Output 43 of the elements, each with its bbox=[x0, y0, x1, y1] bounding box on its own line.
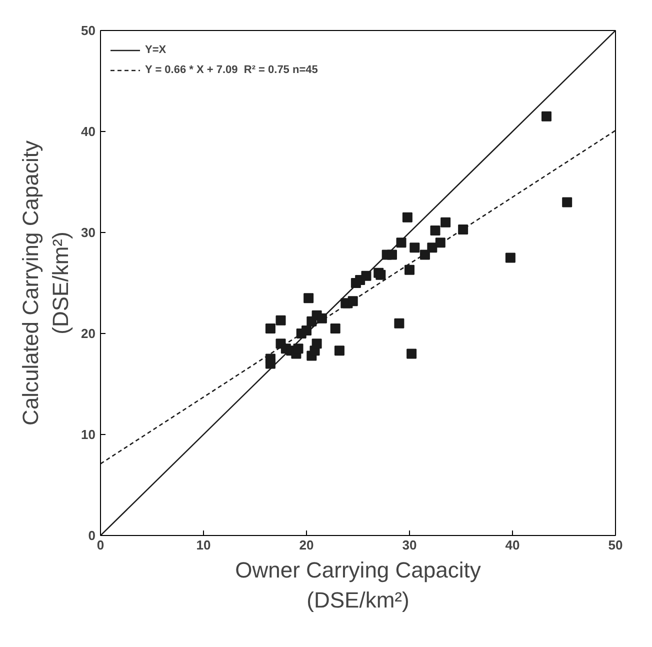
point bbox=[334, 346, 344, 356]
point bbox=[410, 242, 420, 253]
x-tick-label: 50 bbox=[608, 538, 623, 552]
legend-label: Y=X bbox=[145, 44, 166, 56]
point bbox=[293, 344, 304, 354]
point bbox=[505, 252, 516, 263]
point bbox=[562, 197, 572, 208]
point bbox=[265, 323, 276, 334]
y-tick-label: 20 bbox=[81, 326, 96, 341]
point bbox=[402, 212, 412, 222]
point bbox=[404, 264, 414, 275]
y-axis-title: Calculated Carrying Capacity (DSE/km²) bbox=[18, 140, 74, 426]
y-tick-label: 0 bbox=[88, 528, 96, 543]
x-tick-label: 40 bbox=[505, 538, 520, 552]
y-tick-label: 10 bbox=[81, 427, 96, 442]
point bbox=[316, 313, 327, 324]
y-tick-label: 50 bbox=[81, 23, 96, 38]
y-tick-label: 40 bbox=[81, 124, 96, 139]
point bbox=[302, 325, 312, 336]
x-tick-label: 20 bbox=[299, 538, 314, 552]
point bbox=[458, 224, 468, 234]
point bbox=[541, 111, 552, 122]
point bbox=[396, 238, 406, 248]
x-axis-title: Owner Carrying Capacity (DSE/km²) bbox=[235, 558, 481, 612]
point bbox=[304, 293, 314, 304]
point bbox=[386, 250, 397, 260]
point bbox=[406, 348, 417, 359]
point bbox=[330, 323, 340, 334]
point bbox=[394, 318, 404, 328]
point bbox=[430, 225, 440, 236]
point bbox=[427, 242, 438, 253]
point bbox=[435, 238, 446, 248]
point bbox=[265, 358, 276, 369]
point bbox=[348, 296, 358, 306]
point bbox=[276, 315, 286, 326]
y-tick-label: 30 bbox=[81, 225, 96, 240]
x-tick-label: 30 bbox=[402, 538, 417, 552]
point bbox=[361, 270, 372, 281]
x-tick-label: 10 bbox=[196, 538, 211, 552]
point bbox=[440, 217, 451, 228]
legend-label: Y = 0.66 * X + 7.09 R² = 0.75 n=45 bbox=[145, 64, 318, 76]
point bbox=[312, 338, 322, 349]
point bbox=[420, 250, 430, 260]
